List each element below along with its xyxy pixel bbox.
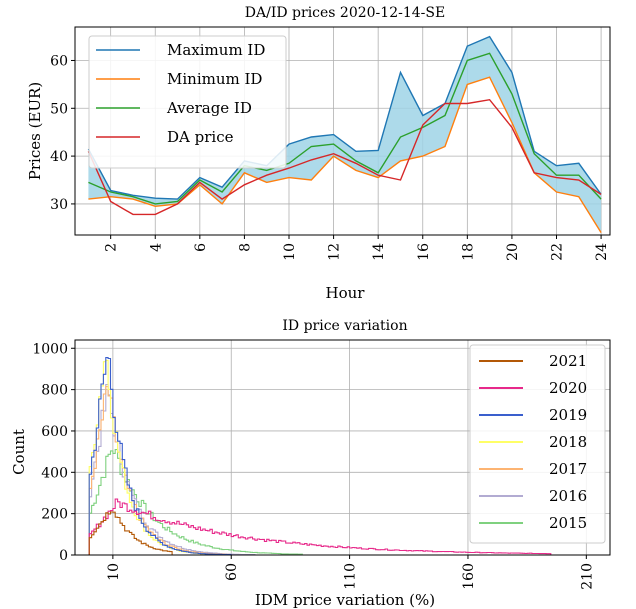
bottom-legend: 2021 2020 2019 2018 2017 2016 2015 [469, 344, 606, 544]
top-x-tick-label: 16 [416, 243, 432, 261]
top-series-line-3 [87, 98, 602, 216]
bottom-chart: ID price variation 10 60 110 160 210 0 200 400… [10, 318, 611, 609]
bottom-legend-label-2017: 2017 [549, 460, 587, 478]
top-x-tick-label: 20 [505, 243, 521, 261]
top-legend-label-3: DA price [167, 128, 234, 146]
top-chart: DA/ID prices 2020-12-14-SE 2 4 6 8 10 12 14 16 1… [26, 5, 611, 302]
bottom-x-ticks: 10 60 110 160 210 [106, 555, 595, 590]
bottom-x-tick-label: 160 [461, 563, 477, 590]
top-x-tick-label: 8 [237, 243, 253, 252]
bottom-legend-label-2021: 2021 [549, 352, 587, 370]
bottom-legend-label-2015: 2015 [549, 514, 587, 532]
top-y-tick-label: 40 [50, 149, 68, 165]
top-x-tick-label: 18 [460, 243, 476, 261]
bottom-y-tick-label: 800 [41, 383, 68, 399]
bottom-histograms [88, 357, 552, 556]
bottom-legend-box [469, 344, 606, 544]
bottom-hist-2015 [88, 449, 303, 555]
top-x-tick-label: 2 [104, 243, 120, 252]
bottom-y-tick-label: 200 [41, 507, 68, 523]
top-y-tick-label: 60 [50, 53, 68, 69]
top-legend: Maximum ID Minimum ID Average ID DA price [88, 35, 287, 169]
bottom-hist-2021 [88, 511, 173, 555]
top-y-label: Prices (EUR) [26, 82, 44, 180]
bottom-plot-frame [74, 339, 611, 556]
top-x-tick-label: 12 [327, 243, 343, 261]
top-series-line-1 [88, 76, 602, 233]
top-legend-label-1: Minimum ID [167, 70, 262, 88]
top-legend-box [88, 35, 287, 169]
top-x-tick-label: 24 [594, 243, 610, 261]
bottom-y-tick-label: 400 [41, 465, 68, 481]
top-y-tick-label: 50 [50, 101, 68, 117]
bottom-legend-label-2018: 2018 [549, 433, 587, 451]
top-x-tick-label: 10 [282, 243, 298, 261]
top-chart-title: DA/ID prices 2020-12-14-SE [245, 5, 445, 21]
top-series-lines [87, 35, 602, 233]
top-series-line-2 [88, 52, 602, 205]
bottom-hist-2016 [88, 383, 256, 556]
bottom-y-tick-label: 600 [41, 424, 68, 440]
bottom-y-tick-label: 0 [59, 548, 68, 564]
bottom-legend-label-2016: 2016 [549, 487, 587, 505]
bottom-y-label: Count [10, 429, 28, 475]
top-x-tick-label: 22 [550, 243, 566, 261]
bottom-hist-2019 [88, 357, 232, 556]
top-x-tick-label: 14 [371, 243, 387, 261]
top-x-ticks: 2 4 6 8 10 12 14 16 18 20 22 24 [104, 235, 610, 261]
top-series-line-0 [87, 35, 602, 200]
bottom-x-tick-label: 60 [224, 563, 240, 581]
bottom-legend-label-2020: 2020 [549, 379, 587, 397]
bottom-chart-title: ID price variation [282, 318, 407, 334]
top-legend-label-0: Maximum ID [167, 41, 265, 59]
bottom-hist-2020 [88, 498, 552, 555]
bottom-y-ticks: 0 200 400 600 800 1000 [32, 341, 75, 564]
top-x-tick-label: 4 [148, 243, 164, 252]
bottom-legend-label-2019: 2019 [549, 406, 587, 424]
bottom-x-tick-label: 110 [343, 563, 359, 590]
top-x-label: Hour [326, 284, 366, 302]
top-y-tick-label: 30 [50, 197, 68, 213]
bottom-x-label: IDM price variation (%) [255, 591, 435, 609]
top-x-tick-label: 6 [193, 243, 209, 252]
top-y-ticks: 30 40 50 60 [50, 53, 75, 213]
bottom-x-tick-label: 10 [106, 563, 122, 581]
top-plot-frame [74, 26, 611, 236]
top-legend-label-2: Average ID [166, 99, 252, 117]
bottom-x-tick-label: 210 [579, 563, 595, 590]
bottom-y-tick-label: 1000 [32, 341, 68, 357]
